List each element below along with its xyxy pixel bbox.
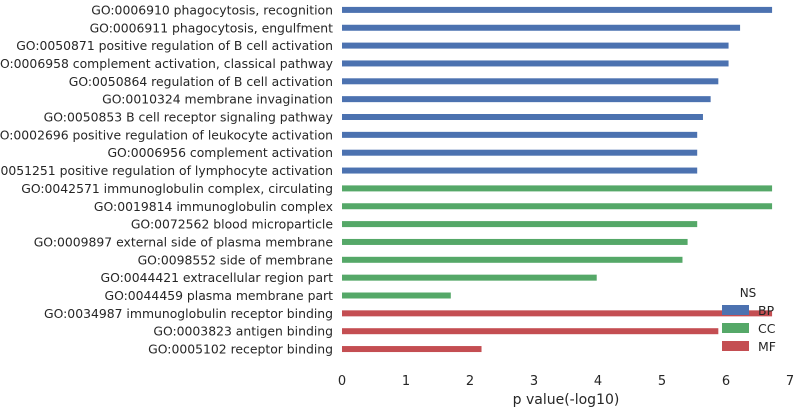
bar-group xyxy=(342,6,773,353)
legend-items: BP CC MF xyxy=(722,303,776,354)
legend-label-bp: BP xyxy=(758,303,775,318)
y-tick-label: GO:0072562 blood microparticle xyxy=(131,217,333,232)
y-tick-label: GO:0019814 immunoglobulin complex xyxy=(94,199,333,214)
bar-cc xyxy=(342,238,688,245)
y-tick-labels: GO:0006910 phagocytosis, recognition GO:0… xyxy=(0,2,333,356)
bar-bp xyxy=(342,60,729,67)
legend: NS BP CC MF xyxy=(722,286,776,354)
legend-swatch-bp xyxy=(722,305,749,315)
y-tick-label: GO:0050864 regulation of B cell activati… xyxy=(69,74,333,89)
y-tick-label: GO:0006958 complement activation, classi… xyxy=(0,56,333,71)
y-tick-label: GO:0009897 external side of plasma membr… xyxy=(34,234,333,249)
y-tick-label: GO:0034987 immunoglobulin receptor bindi… xyxy=(44,306,333,321)
bar-cc xyxy=(342,185,773,192)
x-tick-label: 7 xyxy=(786,374,794,389)
bar-mf xyxy=(342,346,482,353)
bar-bp xyxy=(342,131,698,138)
y-tick-label: GO:0003823 antigen binding xyxy=(153,324,333,339)
bar-bp xyxy=(342,96,711,103)
legend-title: NS xyxy=(740,286,757,300)
y-tick-label: GO:0098552 side of membrane xyxy=(138,252,333,267)
y-tick-label: GO:0044459 plasma membrane part xyxy=(104,288,333,303)
bar-cc xyxy=(342,274,597,281)
bar-mf xyxy=(342,310,773,317)
y-tick-label: GO:0002696 positive regulation of leukoc… xyxy=(0,127,333,142)
y-tick-label: GO:0006910 phagocytosis, recognition xyxy=(91,2,333,17)
y-tick-label: GO:0006911 phagocytosis, engulfment xyxy=(90,20,334,35)
bar-cc xyxy=(342,203,773,210)
x-tick-label: 4 xyxy=(594,374,602,389)
y-tick-label: GO:0051251 positive regulation of lympho… xyxy=(0,163,333,178)
bar-bp xyxy=(342,42,729,49)
legend-label-cc: CC xyxy=(758,321,776,336)
x-tick-label: 3 xyxy=(530,374,538,389)
y-tick-label: GO:0005102 receptor binding xyxy=(148,342,333,357)
x-tick-label: 1 xyxy=(402,374,410,389)
bar-cc xyxy=(342,256,683,263)
y-tick-label: GO:0050871 positive regulation of B cell… xyxy=(16,38,333,53)
legend-swatch-mf xyxy=(722,341,749,351)
x-tick-label: 5 xyxy=(658,374,666,389)
x-tick-labels: 0 1 2 3 4 5 6 7 xyxy=(338,374,794,389)
bar-bp xyxy=(342,114,703,120)
bar-bp xyxy=(342,167,698,174)
x-axis-label: p value(-log10) xyxy=(513,392,620,408)
bar-cc xyxy=(342,292,451,299)
y-tick-label: GO:0042571 immunoglobulin complex, circu… xyxy=(21,181,333,196)
bar-bp xyxy=(342,6,773,13)
bar-mf xyxy=(342,328,719,335)
bar-bp xyxy=(342,78,719,85)
x-tick-label: 2 xyxy=(466,374,474,389)
bar-bp xyxy=(342,24,741,31)
x-tick-label: 6 xyxy=(722,374,730,389)
y-tick-label: GO:0010324 membrane invagination xyxy=(102,92,333,107)
bar-cc xyxy=(342,221,698,228)
y-tick-label: GO:0050853 B cell receptor signaling pat… xyxy=(44,110,333,125)
legend-swatch-cc xyxy=(722,323,749,333)
legend-label-mf: MF xyxy=(758,339,776,354)
y-tick-label: GO:0006956 complement activation xyxy=(107,145,333,160)
x-tick-label: 0 xyxy=(338,374,346,389)
y-tick-label: GO:0044421 extracellular region part xyxy=(101,270,334,285)
bar-bp xyxy=(342,149,698,156)
